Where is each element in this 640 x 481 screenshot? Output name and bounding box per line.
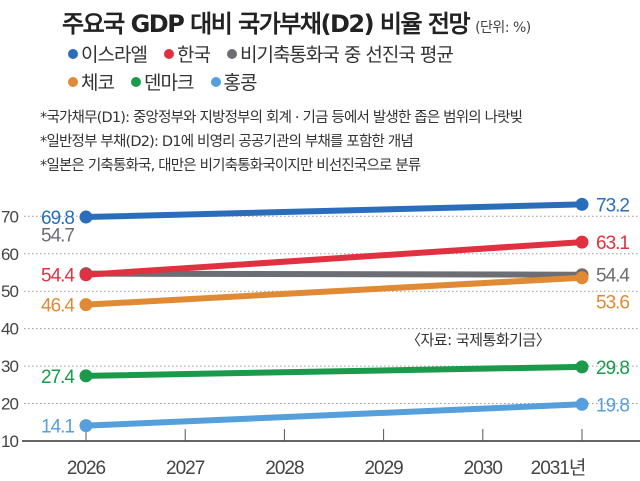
legend-dot-icon [68, 76, 78, 87]
series-line [83, 363, 585, 379]
value-label-end: 53.6 [596, 293, 629, 314]
x-tick-label: 2027 [166, 458, 205, 479]
footnote-d2: *일반정부 부채(D2): D1에 비영리 공공기관의 부채를 포함한 개념 [40, 134, 414, 150]
x-tick-label: 2028 [265, 458, 304, 479]
value-label-start: 54.7 [41, 226, 74, 247]
value-label-end: 29.8 [596, 358, 629, 379]
legend-item-denmark: 덴마크 [131, 68, 194, 95]
y-tick-label: 50 [1, 282, 18, 301]
x-tick-label: 2031년 [531, 457, 586, 479]
value-label-start: 54.4 [41, 266, 75, 287]
x-tick-label: 2030 [464, 458, 503, 479]
legend-row-1: 이스라엘 한국 비기축통화국 중 선진국 평균 [68, 40, 465, 67]
series-lines [79, 197, 589, 433]
legend-dot-icon [163, 48, 174, 59]
data-point [575, 235, 589, 249]
legend-item-israel: 이스라엘 [68, 40, 148, 67]
legend-label: 이스라엘 [81, 44, 148, 66]
data-point [79, 298, 93, 312]
y-tick-label: 20 [1, 395, 18, 414]
series-line [83, 270, 585, 278]
y-tick-label: 30 [1, 357, 18, 376]
legend-dot-icon [226, 48, 237, 59]
legend-item-hongkong: 홍콩 [210, 68, 258, 95]
legend-dot-icon [131, 76, 142, 87]
series-line [83, 201, 585, 221]
series-line [83, 401, 585, 429]
legend-dot-icon [68, 48, 78, 59]
chart-title: 주요국 GDP 대비 국가부채(D2) 비율 전망 (단위: %) [62, 4, 531, 39]
data-point [79, 210, 93, 224]
value-label-end: 73.2 [596, 195, 629, 216]
value-label-start: 69.8 [41, 208, 74, 229]
legend-label: 비기축통화국 중 선진국 평균 [239, 44, 454, 66]
value-labels: 69.8 73.2 54.4 63.1 54.7 54.4 46.4 53.6 27.4 29.8… [41, 195, 631, 438]
y-tick-label: 60 [1, 245, 18, 264]
y-tick-label: 70 [1, 207, 18, 226]
value-label-start: 27.4 [41, 367, 75, 388]
value-label-start: 14.1 [41, 417, 74, 438]
data-point [575, 360, 589, 374]
legend-item-advanced-avg: 비기축통화국 중 선진국 평균 [226, 40, 454, 67]
legend-item-korea: 한국 [163, 40, 211, 67]
legend-label: 덴마크 [144, 72, 194, 94]
x-tick-label: 2026 [67, 458, 106, 479]
footnote-japan-taiwan: *일본은 기축통화국, 대만은 비기축통화국이지만 비선진국으로 분류 [40, 158, 421, 174]
legend-item-czech: 체코 [68, 68, 115, 95]
footnote-d1: *국가채무(D1): 중앙정부와 지방정부의 회계 · 기금 등에서 발생한 좁… [40, 110, 523, 126]
data-point [79, 268, 93, 282]
legend-label: 체코 [81, 72, 115, 94]
data-point [575, 397, 589, 411]
value-label-end: 19.8 [596, 395, 629, 416]
data-point [575, 197, 589, 211]
chart-title-text: 주요국 GDP 대비 국가부채(D2) 비율 전망 [62, 10, 471, 38]
data-point [79, 369, 93, 383]
value-label-end: 54.4 [596, 266, 630, 287]
y-tick-label: 40 [1, 320, 18, 339]
series-line [83, 239, 585, 278]
legend-label: 홍콩 [223, 72, 258, 94]
value-label-end: 63.1 [596, 233, 629, 254]
y-tick-label: 10 [1, 432, 18, 451]
legend-label: 한국 [176, 44, 211, 66]
legend-dot-icon [210, 76, 221, 87]
value-label-start: 46.4 [41, 296, 75, 317]
legend-row-2: 체코 덴마크 홍콩 [68, 68, 268, 95]
x-tick-label: 2029 [364, 458, 403, 479]
source-label: 〈자료: 국제통화기금〉 [406, 331, 550, 349]
footnotes: *국가채무(D1): 중앙정부와 지방정부의 회계 · 기금 등에서 발생한 좁… [40, 106, 523, 178]
data-point [575, 271, 589, 285]
y-axis-tick-labels: 10 20 30 40 50 60 70 [1, 207, 19, 451]
data-point [79, 419, 93, 433]
x-axis-ticks: 2026 2027 2028 2029 2030 2031년 [67, 429, 586, 479]
series-line [83, 274, 585, 308]
unit-label: (단위: %) [475, 20, 531, 36]
